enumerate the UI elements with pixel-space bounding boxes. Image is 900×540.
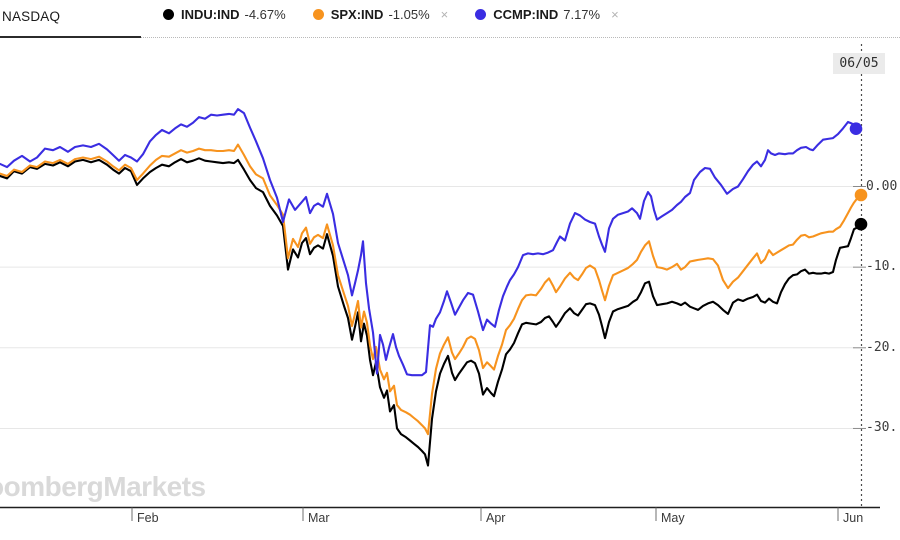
close-icon[interactable]: × [611,7,619,22]
legend-series-value: 7.17% [563,7,601,22]
y-axis-label: -20. [866,339,898,355]
ccmp-color-dot-icon [475,9,487,20]
legend-series-value: -1.05% [388,7,430,22]
legend-series-value: -4.67% [244,7,286,22]
endpoint-dot-indu-ind[interactable] [854,217,868,231]
bloomberg-markets-watermark: BloombergMarkets [0,471,206,502]
cursor-date-badge: 06/05 [833,53,885,74]
series-line-spx-ind[interactable] [0,143,863,436]
endpoint-dot-ccmp-ind[interactable] [849,122,863,135]
chart-legend: INDU:IND -4.67% SPX:IND -1.05% × CCMP:IN… [163,7,619,22]
x-axis-label: May [661,511,685,525]
y-axis-label: -30. [866,420,898,436]
header-separator [0,37,900,38]
active-tab-underline [0,36,141,38]
x-axis-label: Mar [308,511,330,525]
close-icon[interactable]: × [440,7,449,22]
spx-color-dot-icon [312,9,324,20]
endpoint-dot-spx-ind[interactable] [854,188,868,202]
series-line-indu-ind[interactable] [0,157,863,467]
x-axis-label: Feb [137,511,159,525]
y-axis-label: 0.00 [866,178,898,194]
legend-series-name: INDU:IND [181,7,240,22]
y-axis-label: -10. [866,259,898,275]
series-line-ccmp-ind[interactable] [0,108,858,377]
legend-series-name: SPX:IND [330,7,384,22]
indu-color-dot-icon [163,9,174,20]
tab-nasdaq[interactable]: NASDAQ [2,9,61,24]
legend-series-name: CCMP:IND [493,7,559,22]
legend-item-indu[interactable]: INDU:IND -4.67% [163,7,286,22]
x-axis-label: Jun [843,511,864,525]
legend-item-spx[interactable]: SPX:IND -1.05% × [312,7,449,22]
x-axis-label: Apr [486,511,506,525]
legend-item-ccmp[interactable]: CCMP:IND 7.17% × [475,7,619,22]
